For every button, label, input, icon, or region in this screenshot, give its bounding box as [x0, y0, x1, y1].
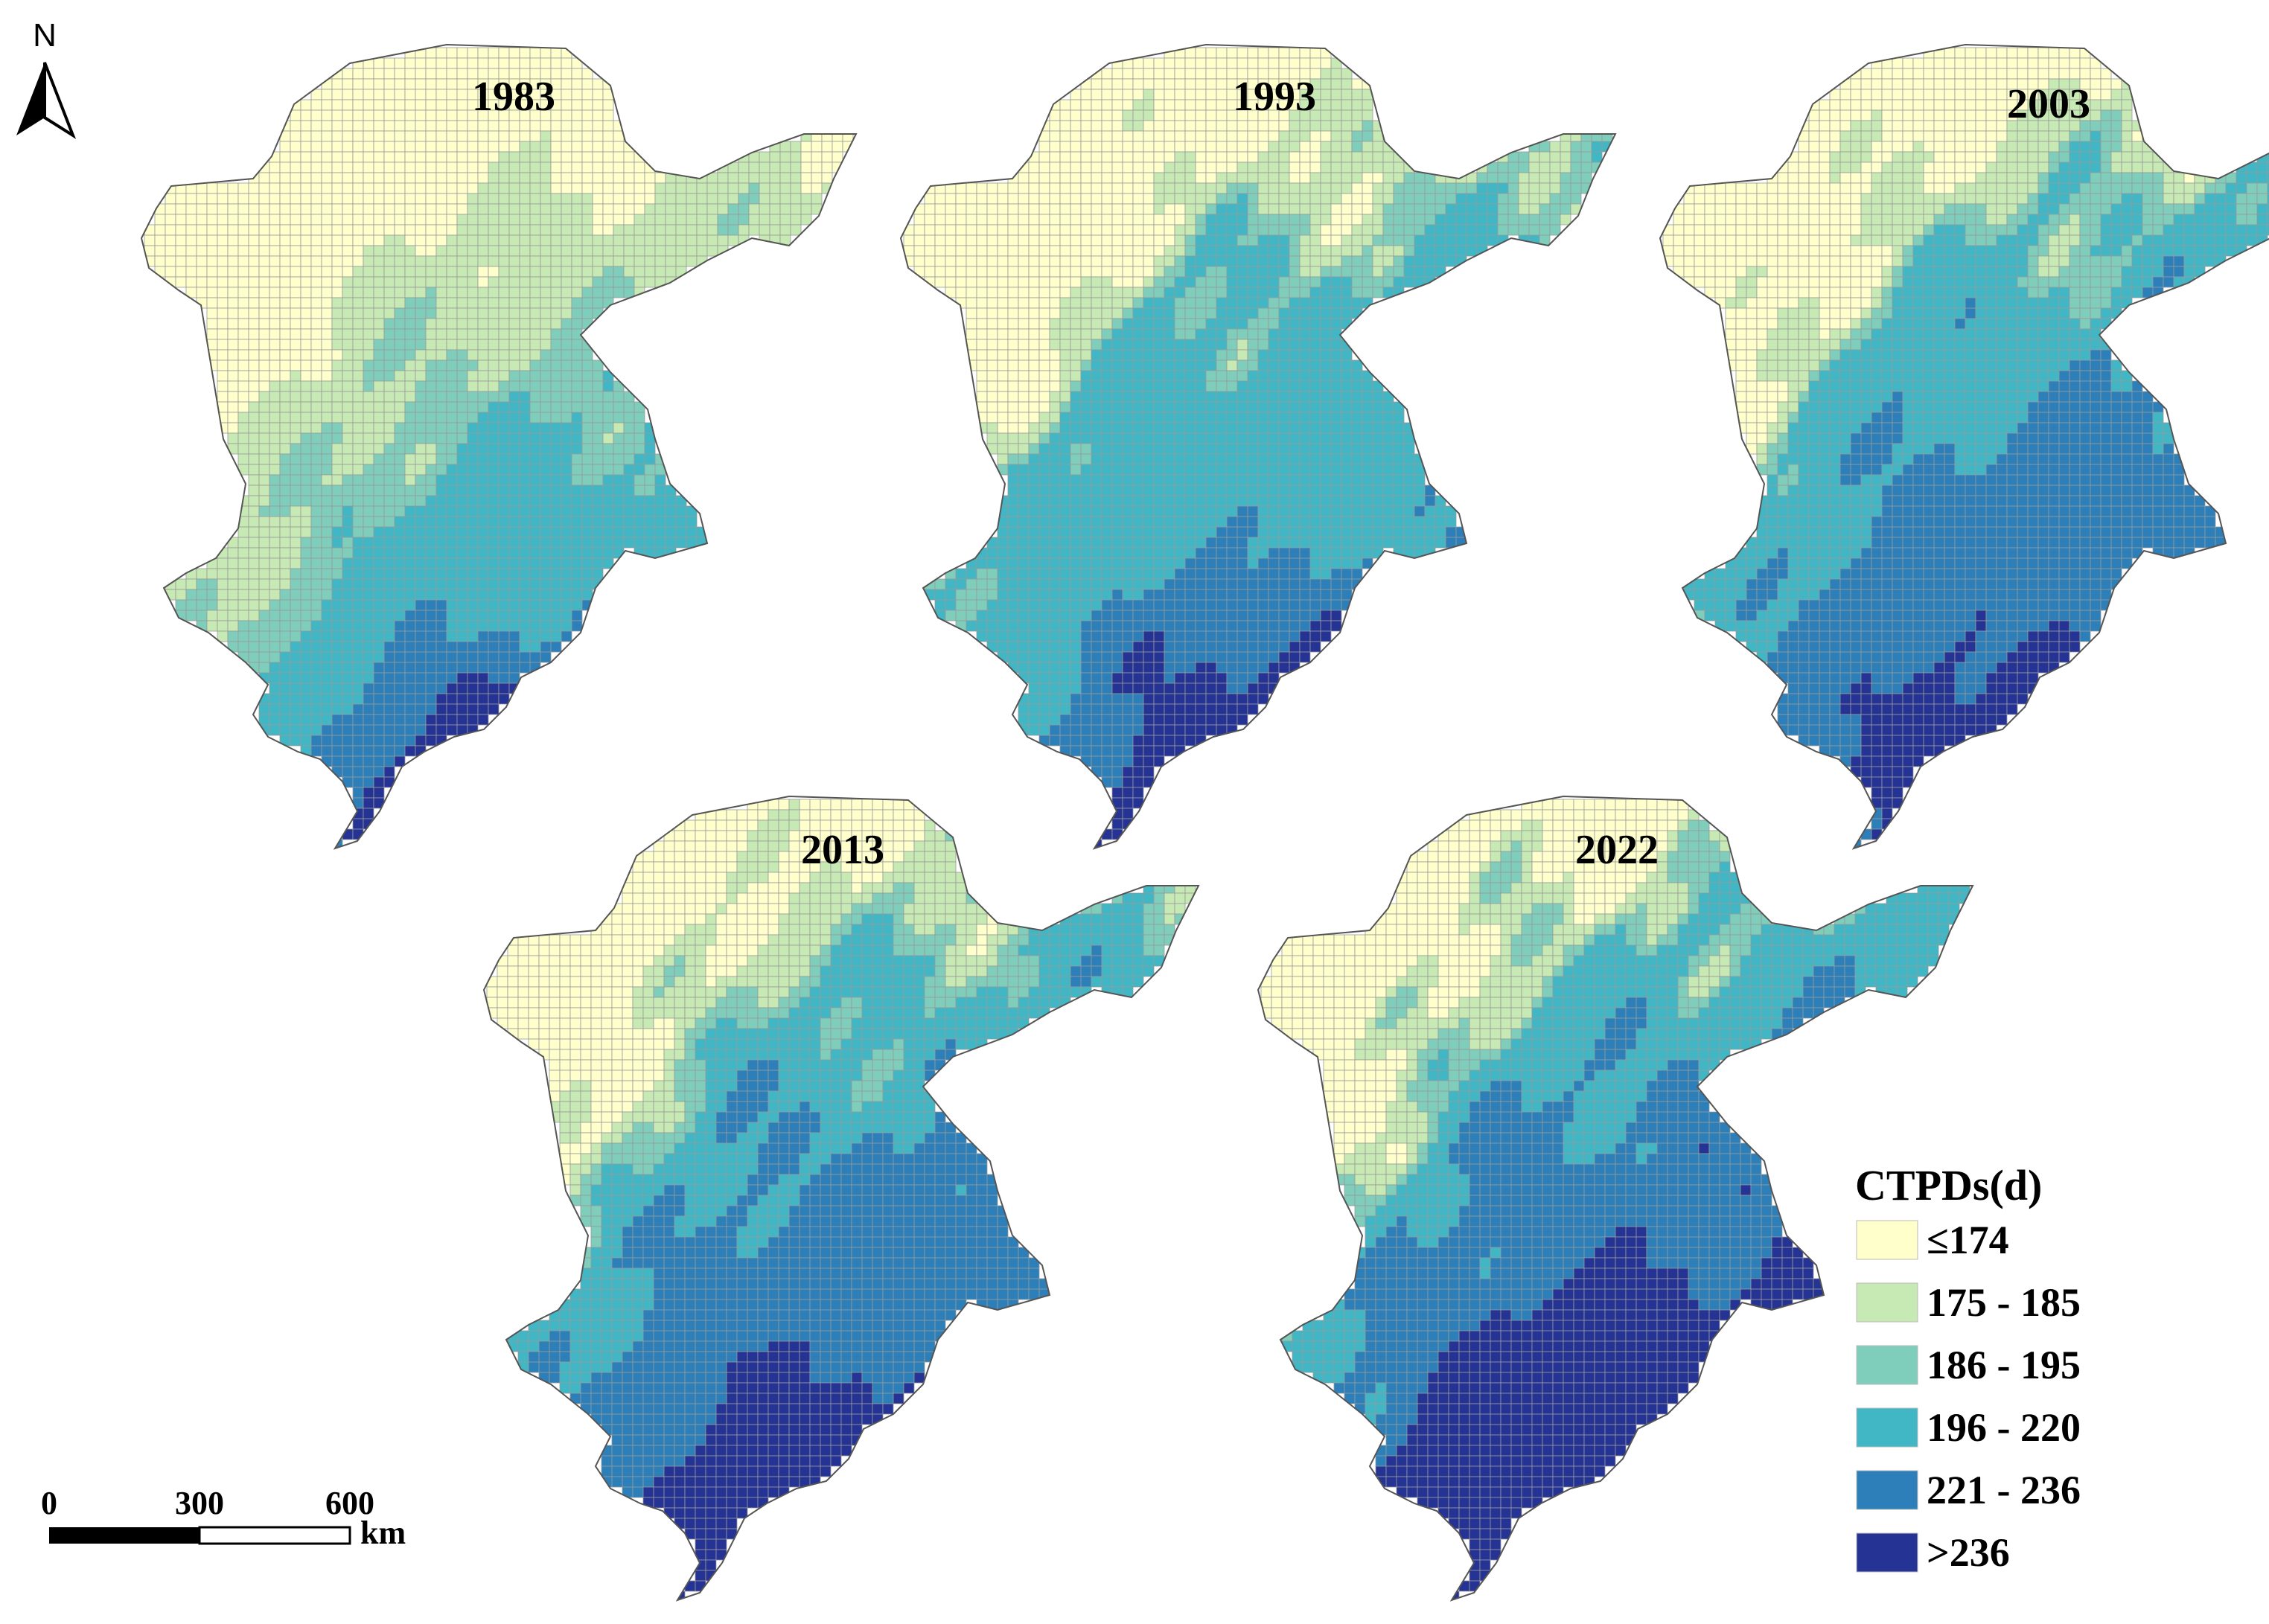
region-boundary-2022	[1257, 795, 1974, 1602]
region-boundary-2003	[1659, 43, 2269, 850]
legend: CTPDs(d) ≤174 175 - 185 186 - 195 196 - 220…	[1855, 1161, 2081, 1575]
year-label-2013: 2013	[801, 827, 884, 873]
grid-cells-2013	[486, 799, 1196, 1600]
north-arrow-icon	[16, 62, 77, 139]
grid-cells-1993	[903, 47, 1613, 848]
legend-label-0: ≤174	[1927, 1218, 2009, 1262]
legend-swatch-0	[1856, 1220, 1918, 1260]
scale-bar: 0 300 600 km	[41, 1485, 406, 1551]
legend-swatch-4	[1856, 1470, 1918, 1510]
year-label-2003: 2003	[2007, 81, 2090, 127]
grid-cells-1983	[144, 47, 854, 848]
grid-cells-2003	[1662, 47, 2269, 848]
legend-label-2: 186 - 195	[1927, 1343, 2081, 1387]
scale-bar-white-segment	[198, 1526, 351, 1545]
legend-label-5: >236	[1927, 1530, 2010, 1575]
legend-label-3: 196 - 220	[1927, 1405, 2081, 1450]
map-panel-2013	[482, 795, 1200, 1602]
scale-label-300: 300	[175, 1485, 224, 1521]
region-boundary-1993	[899, 43, 1617, 850]
year-label-1993: 1993	[1233, 74, 1316, 120]
map-panel-2022	[1257, 795, 1974, 1602]
legend-swatch-3	[1856, 1407, 1918, 1448]
legend-swatch-2	[1856, 1345, 1918, 1385]
map-panel-2003	[1659, 43, 2269, 850]
legend-swatch-1	[1856, 1282, 1918, 1323]
scale-unit: km	[360, 1515, 406, 1551]
scale-label-0: 0	[41, 1485, 57, 1521]
north-arrow: N	[16, 17, 77, 139]
scale-bar-black-segment	[49, 1527, 200, 1544]
map-panel-1983	[140, 43, 858, 850]
north-arrow-label: N	[33, 17, 57, 54]
legend-label-4: 221 - 236	[1927, 1468, 2081, 1512]
legend-swatch-5	[1856, 1532, 1918, 1573]
scale-label-600: 600	[325, 1485, 374, 1521]
year-label-2022: 2022	[1575, 827, 1659, 873]
year-label-1983: 1983	[472, 74, 555, 120]
legend-label-1: 175 - 185	[1927, 1280, 2081, 1325]
map-panel-1993	[899, 43, 1617, 850]
region-boundary-2013	[482, 795, 1200, 1602]
legend-title: CTPDs(d)	[1855, 1161, 2042, 1209]
region-boundary-1983	[140, 43, 858, 850]
